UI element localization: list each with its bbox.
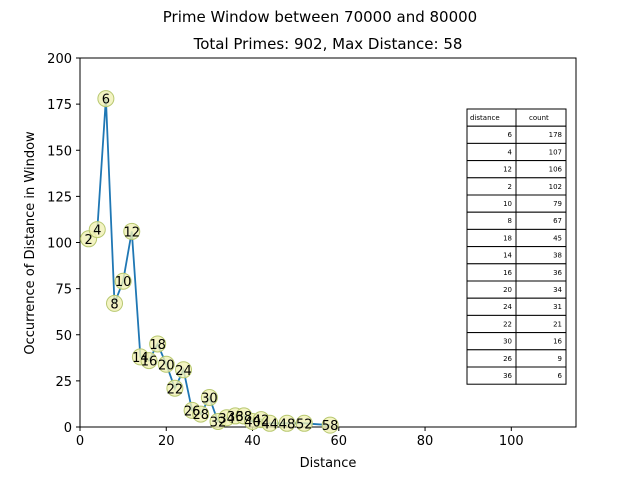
- table-cell: [515, 366, 567, 385]
- chart-title: Prime Window between 70000 and 80000: [163, 8, 477, 26]
- data-label: 52: [296, 417, 313, 432]
- table-cell-count: 178: [549, 131, 562, 139]
- data-label: 22: [167, 382, 184, 397]
- table-cell-count: 79: [553, 200, 562, 208]
- x-tick-label: 60: [331, 434, 348, 449]
- data-label: 2: [84, 233, 92, 248]
- data-point: [149, 335, 167, 353]
- table-cell-distance: 24: [503, 303, 512, 311]
- data-label: 26: [184, 404, 201, 419]
- data-point: [166, 379, 184, 397]
- data-label: 28: [192, 408, 209, 423]
- x-tick-label: 100: [499, 434, 524, 449]
- data-label: 32: [210, 415, 227, 430]
- data-label: 40: [244, 415, 261, 430]
- data-label: 36: [227, 410, 244, 425]
- table-header: distance: [470, 114, 500, 122]
- table-cell-count: 21: [553, 320, 562, 328]
- table-cell-count: 36: [553, 269, 562, 277]
- table-cell-distance: 12: [503, 166, 512, 174]
- chart-subtitle: Total Primes: 902, Max Distance: 58: [193, 35, 463, 53]
- data-label: 16: [141, 355, 158, 370]
- y-tick-label: 200: [47, 52, 72, 67]
- y-axis-label: Occurrence of Distance in Window: [23, 131, 38, 355]
- table-cell-distance: 20: [503, 286, 512, 294]
- table-cell-count: 16: [553, 338, 562, 346]
- table-cell-count: 31: [553, 303, 562, 311]
- data-point: [114, 272, 132, 290]
- data-point: [261, 414, 279, 432]
- data-label: 12: [123, 225, 140, 240]
- x-axis-label: Distance: [300, 456, 357, 471]
- data-label: 6: [102, 93, 110, 108]
- y-tick-label: 25: [55, 375, 72, 390]
- data-label: 10: [115, 275, 132, 290]
- x-tick-label: 80: [417, 434, 434, 449]
- table-cell-distance: 16: [503, 269, 512, 277]
- data-label: 34: [218, 412, 235, 427]
- table-cell-count: 6: [558, 372, 563, 380]
- data-label: 30: [201, 391, 218, 406]
- data-point: [88, 221, 106, 239]
- data-point: [175, 361, 193, 379]
- data-point: [157, 355, 175, 373]
- table-cell-distance: 22: [503, 320, 512, 328]
- data-label: 14: [132, 351, 149, 366]
- table-cell-distance: 18: [503, 234, 512, 242]
- data-label: 58: [322, 419, 339, 434]
- data-point: [192, 405, 210, 423]
- x-tick-label: 20: [158, 434, 175, 449]
- data-point: [321, 416, 339, 434]
- data-point: [295, 414, 313, 432]
- table-cell-distance: 36: [503, 372, 512, 380]
- table-cell-count: 107: [549, 148, 562, 156]
- table-cell-count: 45: [553, 234, 562, 242]
- table-cell-count: 102: [549, 183, 562, 191]
- data-label: 18: [149, 338, 166, 353]
- y-tick-label: 150: [47, 144, 72, 159]
- table-cell-distance: 30: [503, 338, 512, 346]
- data-label: 38: [236, 410, 253, 425]
- x-tick-label: 0: [76, 434, 84, 449]
- series-line: [87, 98, 331, 427]
- table-cell-count: 106: [549, 166, 563, 174]
- data-point: [278, 414, 296, 432]
- table-header: count: [529, 114, 549, 122]
- table-cell-distance: 4: [508, 148, 513, 156]
- data-point: [97, 90, 115, 108]
- table-cell-distance: 14: [503, 252, 512, 260]
- data-label: 20: [158, 358, 175, 373]
- y-tick-label: 50: [55, 329, 72, 344]
- data-label: 48: [279, 417, 296, 432]
- y-tick-label: 175: [47, 98, 72, 113]
- data-label: 4: [93, 224, 101, 239]
- table-cell-count: 67: [553, 217, 562, 225]
- data-point: [123, 222, 141, 240]
- y-tick-label: 75: [55, 283, 72, 298]
- y-tick-label: 125: [47, 190, 72, 205]
- table-cell-distance: 6: [508, 131, 513, 139]
- data-point: [140, 352, 158, 370]
- table-cell-distance: 10: [503, 200, 512, 208]
- data-label: 44: [262, 417, 279, 432]
- data-point: [200, 388, 218, 406]
- data-label: 24: [175, 364, 192, 379]
- data-label: 8: [110, 297, 118, 312]
- x-tick-label: 40: [244, 434, 261, 449]
- table-cell-distance: 2: [508, 183, 512, 191]
- data-point: [106, 294, 124, 312]
- table-cell-count: 9: [558, 355, 562, 363]
- y-tick-label: 0: [64, 421, 72, 436]
- y-tick-label: 100: [47, 237, 72, 252]
- table-cell-distance: 26: [503, 355, 512, 363]
- table-cell-count: 34: [553, 286, 562, 294]
- table-cell-distance: 8: [508, 217, 512, 225]
- data-label: 42: [253, 414, 270, 429]
- table-cell-count: 38: [553, 252, 562, 260]
